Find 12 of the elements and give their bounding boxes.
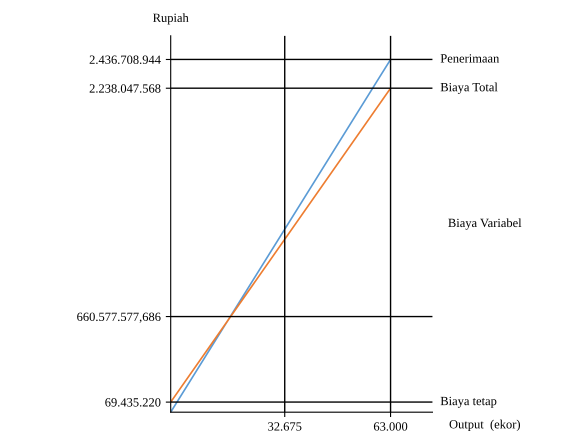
y-tick-label: 2.238.047.568 bbox=[90, 84, 160, 93]
text: Penerimaan bbox=[440, 54, 500, 63]
ref-line-label: Biaya tetap bbox=[440, 396, 496, 408]
y-axis-title: Rupiah bbox=[153, 13, 189, 25]
y-tick-label: 69.435.220 bbox=[105, 398, 160, 407]
y-tick-label: 2.436.708.944 bbox=[90, 56, 161, 64]
text: Biaya Variabel bbox=[448, 218, 522, 230]
text: Biaya Total bbox=[440, 82, 498, 94]
x-tick-label: 63.000 bbox=[374, 422, 408, 431]
x-tick-label: 32.675 bbox=[268, 422, 302, 431]
x-axis-title: Output (ekor) bbox=[450, 420, 520, 432]
y-tick-label: 660.577.577,686 bbox=[77, 312, 161, 323]
